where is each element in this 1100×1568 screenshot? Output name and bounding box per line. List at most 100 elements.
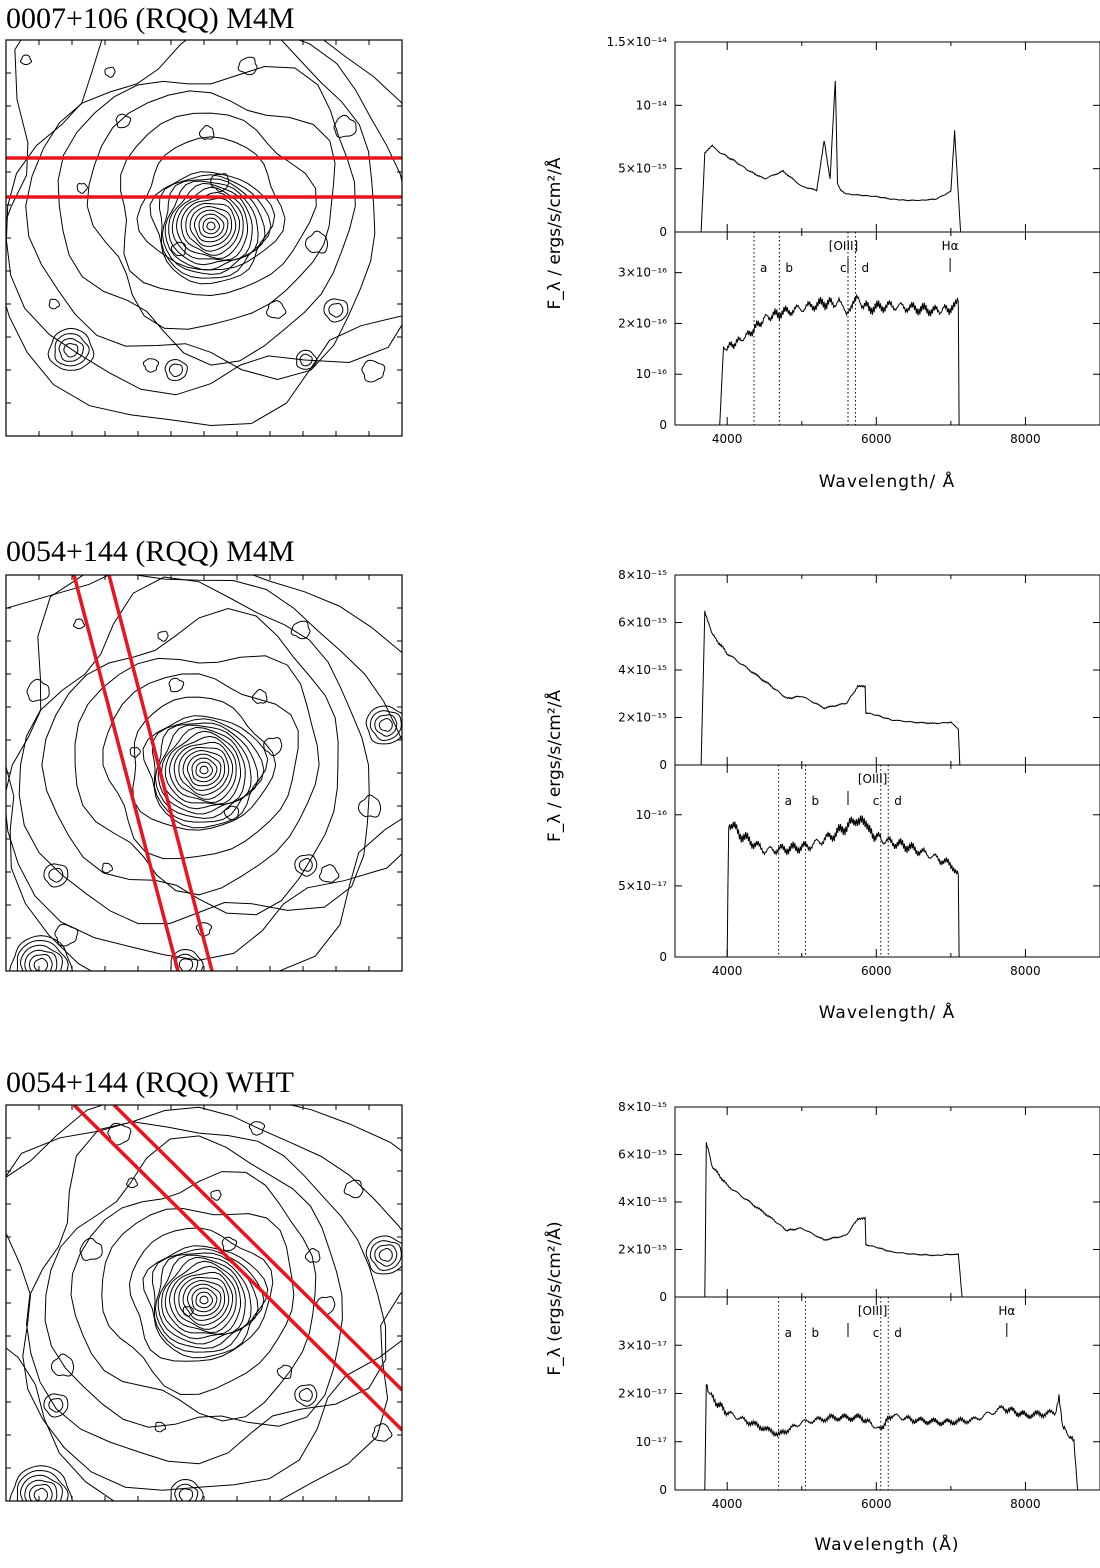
contour-line [102,673,299,860]
y-axis-label: F_λ / ergs/s/cm²/Å [543,690,565,842]
y-tick-label: 5×10⁻¹⁵ [618,162,667,176]
contour-line [198,213,225,239]
slit-line [107,575,214,971]
y-tick-label: 0 [659,1483,667,1497]
x-tick-label: 4000 [712,1497,743,1511]
contour-line [237,56,258,76]
contour-line [191,1287,218,1313]
contour-line [29,953,53,971]
contour-line [178,1276,230,1326]
contour-line [369,710,402,742]
x-tick-label: 8000 [1010,964,1041,978]
annotation-ha: Hα [942,239,959,253]
y-tick-label: 6×10⁻¹⁵ [618,1148,667,1162]
contour-line [9,1465,73,1501]
x-tick-label: 8000 [1010,432,1041,446]
y-tick-label: 0 [659,758,667,772]
contour-line [195,761,213,779]
contour-line [170,948,204,971]
contour-line [107,1122,132,1146]
contour-line [263,737,283,757]
annotation-oiii: [OIII] [858,772,887,786]
line-label-d: d [861,261,869,275]
contour-line [298,1387,313,1402]
contour-line [369,1240,402,1272]
contour-line [157,630,169,642]
contour-line [187,753,222,787]
contour-line [299,353,313,367]
spectrum-figure: 0 5×10⁻¹⁵ 10⁻¹⁴ 1.5×10⁻¹⁴ 0 10⁻¹⁶ 2×10⁻¹⁶ 3×10⁻… [543,35,1100,492]
y-tick-label: 10⁻¹⁴ [636,98,667,112]
contour-line [198,124,215,140]
contour-line [221,1236,238,1252]
x-tick-label: 6000 [861,432,892,446]
contour-line [316,1296,336,1316]
contour-line [323,298,349,323]
contour-line [18,576,370,925]
contour-line [199,765,209,775]
contour-line [149,171,276,285]
contour-line [48,867,64,883]
y-tick-label: 4×10⁻¹⁵ [618,663,667,677]
x-axis-label: Wavelength/ Å [819,1001,956,1023]
contour-line [142,358,159,373]
line-label-a: a [760,261,767,275]
contour-line [101,862,114,874]
contour-line [72,618,86,629]
y-tick-label: 3×10⁻¹⁷ [618,1338,667,1352]
y-tick-label: 5×10⁻¹⁷ [618,879,667,893]
contour-line [6,40,402,427]
y-axis-label: F_λ / ergs/s/cm²/Å [543,157,565,309]
panel-3-title: 0054+144 (RQQ) WHT [6,1066,295,1099]
contour-line [57,65,356,366]
contour-line [54,923,79,947]
contour-line [79,1237,103,1261]
y-tick-label: 2×10⁻¹⁷ [618,1387,667,1401]
contour-line [132,696,277,831]
line-label-b: b [811,794,819,808]
spectrum-line [704,1384,1079,1491]
contour-line [9,935,73,971]
contour-line [29,1483,53,1501]
slit-line [112,1105,402,1392]
contour-line [164,358,188,381]
contour-line [63,342,79,358]
contour-line [294,1384,318,1407]
contour-line [43,1393,69,1418]
contour-line [191,757,218,783]
spectrum-line [726,815,960,958]
contour-line [158,174,272,279]
contour-line [178,1488,194,1501]
x-tick-label: 6000 [861,964,892,978]
contour-line [223,805,240,821]
contour-line [48,1397,64,1413]
contour-line [48,298,61,310]
contour-line [164,730,241,805]
contour-line [189,205,233,247]
contour-line [6,575,402,961]
spectrum-line [700,80,962,233]
y-tick-label: 0 [659,418,667,432]
line-label-d: d [894,1326,902,1340]
contour-line [76,182,88,194]
contour-line [19,1474,64,1501]
contour-line [174,953,199,971]
contour-line [187,1283,222,1317]
contour-line [120,112,317,297]
contour-line [168,363,183,378]
contour-line [26,678,50,702]
plot-axes [674,1106,1100,1298]
contour-line [343,1179,364,1199]
contour-line [104,66,116,78]
contour-line [182,1305,194,1317]
panel-2-title: 0054+144 (RQQ) M4M [6,535,295,568]
plot-axes [674,1296,1100,1491]
contour-line [19,944,64,971]
line-label-c: c [873,1326,880,1340]
image-frame [5,39,403,437]
contour-line [16,1469,69,1501]
contour-line [19,54,33,65]
panel-1-title: 0007+106 (RQQ) M4M [6,2,295,35]
contour-line [365,705,402,745]
